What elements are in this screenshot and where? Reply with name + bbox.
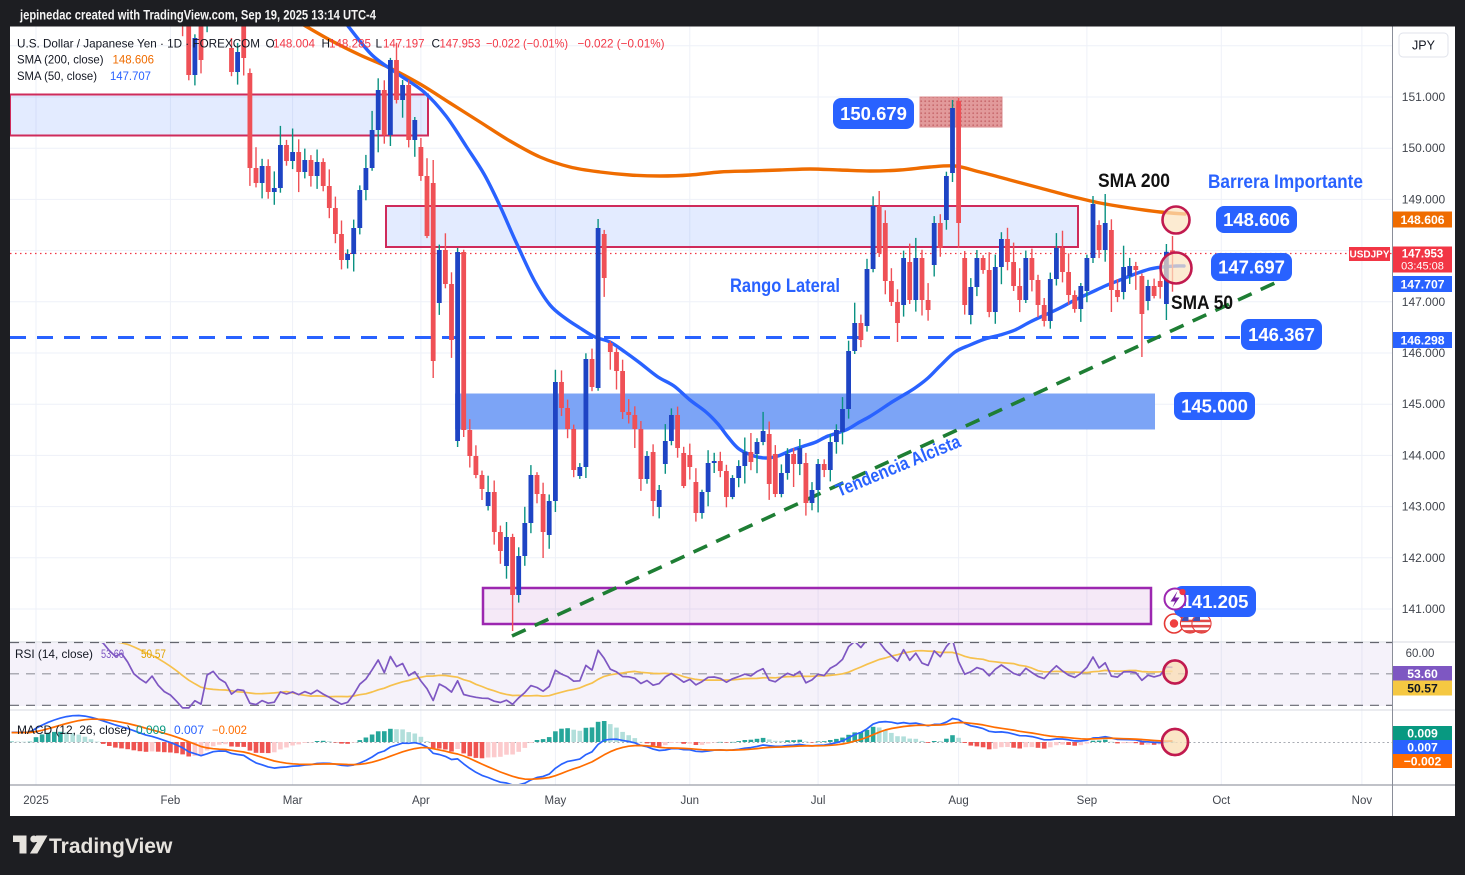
svg-text:Sep: Sep [1077, 795, 1097, 807]
svg-text:H: H [322, 37, 331, 51]
svg-text:151.000: 151.000 [1402, 90, 1446, 104]
svg-text:May: May [545, 795, 567, 807]
svg-text:149.000: 149.000 [1402, 192, 1446, 206]
svg-text:141.205: 141.205 [1182, 591, 1249, 612]
svg-text:Feb: Feb [160, 795, 180, 807]
svg-text:O: O [266, 37, 275, 51]
svg-text:0.007: 0.007 [174, 723, 204, 737]
svg-text:150.679: 150.679 [840, 103, 907, 124]
svg-text:SMA (200, close): SMA (200, close) [17, 53, 104, 67]
svg-text:148.004: 148.004 [273, 37, 315, 51]
svg-text:53.60: 53.60 [1407, 667, 1438, 681]
svg-text:53.60: 53.60 [101, 647, 124, 661]
svg-text:jepinedac created with Trading: jepinedac created with TradingView.com, … [19, 7, 376, 23]
svg-text:Jun: Jun [681, 795, 700, 807]
svg-text:0.009: 0.009 [1407, 726, 1438, 740]
svg-text:60.00: 60.00 [1406, 648, 1435, 660]
svg-text:−0.002: −0.002 [212, 723, 247, 737]
svg-text:U.S. Dollar / Japanese Yen · 1: U.S. Dollar / Japanese Yen · 1D · FOREXC… [17, 37, 260, 51]
svg-text:146.298: 146.298 [1400, 333, 1444, 347]
svg-text:L: L [376, 37, 383, 51]
svg-text:Nov: Nov [1352, 795, 1373, 807]
svg-text:−0.022 (−0.01%): −0.022 (−0.01%) [486, 37, 568, 51]
svg-text:−0.002: −0.002 [1404, 754, 1442, 768]
svg-text:MACD (12, 26, close): MACD (12, 26, close) [17, 723, 131, 737]
svg-text:147.197: 147.197 [383, 37, 425, 51]
svg-text:148.285: 148.285 [329, 37, 371, 51]
svg-text:141.000: 141.000 [1402, 602, 1446, 616]
svg-text:148.606: 148.606 [1400, 213, 1444, 227]
svg-text:Barrera Importante: Barrera Importante [1208, 172, 1363, 193]
svg-text:50.57: 50.57 [141, 647, 166, 661]
svg-text:148.606: 148.606 [113, 53, 155, 67]
svg-text:146.367: 146.367 [1248, 324, 1315, 345]
svg-text:Aug: Aug [948, 795, 968, 807]
svg-text:−0.022 (−0.01%): −0.022 (−0.01%) [578, 37, 665, 51]
svg-text:C: C [432, 37, 441, 51]
svg-text:145.000: 145.000 [1181, 396, 1248, 417]
svg-text:JPY: JPY [1412, 39, 1436, 53]
svg-text:2025: 2025 [23, 795, 49, 807]
svg-text:03:45:08: 03:45:08 [1401, 261, 1444, 273]
svg-text:SMA 50: SMA 50 [1171, 292, 1233, 314]
svg-text:TradingView: TradingView [49, 835, 173, 858]
svg-text:USDJPY: USDJPY [1349, 250, 1389, 261]
svg-text:147.697: 147.697 [1218, 257, 1285, 278]
svg-text:147.000: 147.000 [1402, 295, 1446, 309]
svg-text:50.57: 50.57 [1407, 681, 1438, 695]
svg-text:147.707: 147.707 [1400, 277, 1444, 291]
svg-text:147.707: 147.707 [110, 69, 151, 83]
svg-text:144.000: 144.000 [1402, 448, 1446, 462]
svg-text:0.009: 0.009 [136, 723, 166, 737]
svg-text:0.007: 0.007 [1407, 740, 1438, 754]
svg-text:147.953: 147.953 [440, 37, 481, 51]
svg-text:Apr: Apr [412, 795, 430, 807]
svg-text:SMA 200: SMA 200 [1098, 170, 1170, 192]
svg-text:142.000: 142.000 [1402, 551, 1446, 565]
svg-text:Mar: Mar [283, 795, 303, 807]
svg-text:Jul: Jul [811, 795, 826, 807]
svg-text:145.000: 145.000 [1402, 397, 1446, 411]
svg-text:150.000: 150.000 [1402, 141, 1446, 155]
svg-text:RSI (14, close): RSI (14, close) [15, 647, 93, 661]
svg-text:Oct: Oct [1212, 795, 1231, 807]
svg-text:146.000: 146.000 [1402, 346, 1446, 360]
svg-text:148.606: 148.606 [1223, 209, 1290, 230]
svg-text:Rango Lateral: Rango Lateral [730, 276, 840, 297]
svg-text:143.000: 143.000 [1402, 500, 1446, 514]
svg-text:SMA (50, close): SMA (50, close) [17, 69, 97, 83]
svg-text:147.953: 147.953 [1402, 249, 1444, 261]
